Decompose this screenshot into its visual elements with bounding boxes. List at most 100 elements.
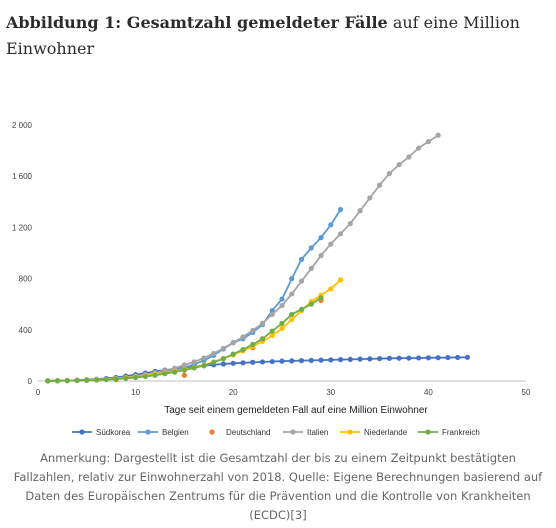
- data-point: [298, 278, 305, 284]
- legend-label: Niederlande: [364, 428, 408, 437]
- series-italien: [45, 132, 441, 384]
- data-point: [201, 363, 207, 369]
- data-point: [337, 277, 344, 283]
- legend-marker: [209, 429, 215, 435]
- data-point: [220, 356, 227, 362]
- chart-series-layer: [45, 132, 471, 384]
- data-point: [396, 162, 402, 168]
- figure-caption: Abbildung 1: Gesamtzahl gemeldeter Fälle…: [6, 10, 546, 62]
- legend-marker: [347, 429, 353, 435]
- data-point: [64, 378, 70, 384]
- data-point: [45, 378, 51, 384]
- y-tick-label: 1 600: [12, 172, 33, 181]
- data-point: [230, 351, 236, 357]
- y-tick-label: 2 000: [12, 121, 33, 130]
- data-point: [377, 356, 383, 362]
- legend-label: Südkorea: [96, 428, 131, 437]
- data-point: [328, 241, 334, 247]
- data-point: [396, 355, 402, 361]
- data-point: [337, 231, 344, 237]
- data-point: [259, 336, 266, 342]
- caption-bold-title: Gesamtzahl gemeldeter Fälle: [126, 13, 388, 32]
- data-point: [386, 355, 392, 361]
- series-line: [47, 356, 468, 382]
- legend-item: Deutschland: [209, 428, 270, 437]
- data-point: [181, 372, 187, 378]
- legend-label: Deutschland: [226, 428, 270, 437]
- data-point: [93, 377, 100, 383]
- data-point: [416, 145, 422, 151]
- data-point: [328, 286, 334, 292]
- data-point: [406, 154, 412, 160]
- caption-label: Abbildung 1: [6, 13, 116, 32]
- legend-marker: [290, 429, 296, 435]
- data-point: [289, 276, 295, 282]
- data-point: [269, 358, 275, 365]
- series-line: [47, 209, 342, 382]
- data-point: [250, 327, 256, 334]
- data-point: [172, 369, 178, 375]
- y-tick-label: 0: [28, 377, 33, 386]
- data-point: [425, 139, 431, 145]
- data-point: [386, 171, 392, 177]
- data-point: [279, 325, 285, 332]
- data-point: [357, 208, 363, 214]
- chart-axes: 0 400 800 1 200 1 600 2 000 0 10 20 30 40 50 Tage se…: [12, 121, 531, 416]
- series-line: [47, 134, 439, 382]
- legend-label: Italien: [307, 428, 328, 437]
- y-tick-label: 1 200: [12, 223, 33, 232]
- legend-marker: [425, 429, 431, 435]
- data-point: [289, 316, 295, 323]
- data-point: [337, 357, 344, 363]
- data-point: [152, 372, 158, 378]
- data-point: [416, 355, 422, 361]
- data-point: [279, 296, 285, 302]
- legend-marker: [145, 429, 151, 435]
- data-point: [269, 328, 275, 334]
- data-point: [347, 220, 353, 227]
- data-point: [445, 354, 451, 361]
- legend-item: Südkorea: [72, 428, 131, 437]
- data-point: [230, 360, 236, 366]
- data-point: [406, 355, 412, 361]
- data-point: [435, 355, 441, 361]
- x-tick-label: 20: [229, 388, 238, 397]
- legend-item: Niederlande: [340, 428, 408, 437]
- data-point: [425, 355, 431, 361]
- data-point: [318, 357, 324, 363]
- data-point: [269, 332, 275, 339]
- data-point: [435, 132, 441, 138]
- data-point: [318, 235, 324, 241]
- x-tick-label: 0: [36, 388, 41, 397]
- legend-label: Frankreich: [442, 428, 480, 437]
- data-point: [279, 358, 285, 364]
- y-tick-label: 800: [19, 275, 33, 284]
- data-point: [367, 356, 373, 362]
- legend-marker: [79, 429, 85, 435]
- data-point: [259, 359, 266, 365]
- data-point: [230, 340, 236, 346]
- data-point: [259, 320, 266, 326]
- x-axis-label: Tage seit einem gemeldeten Fall auf eine…: [164, 405, 428, 416]
- figure-note: Anmerkung: Dargestellt ist die Gesamtzah…: [13, 451, 543, 522]
- legend-item: Frankreich: [418, 428, 480, 437]
- data-point: [103, 376, 109, 383]
- data-point: [377, 182, 383, 188]
- data-point: [240, 347, 246, 353]
- data-point: [464, 354, 471, 360]
- data-point: [279, 302, 285, 309]
- data-point: [84, 377, 90, 383]
- data-point: [289, 291, 295, 297]
- data-point: [74, 377, 80, 384]
- data-point: [347, 356, 353, 362]
- data-point: [220, 361, 227, 367]
- data-point: [133, 374, 139, 381]
- data-point: [211, 350, 217, 357]
- x-tick-label: 30: [326, 388, 335, 397]
- data-point: [357, 356, 363, 362]
- data-point: [289, 358, 295, 364]
- data-point: [240, 334, 246, 340]
- data-point: [308, 265, 314, 271]
- data-point: [298, 306, 305, 312]
